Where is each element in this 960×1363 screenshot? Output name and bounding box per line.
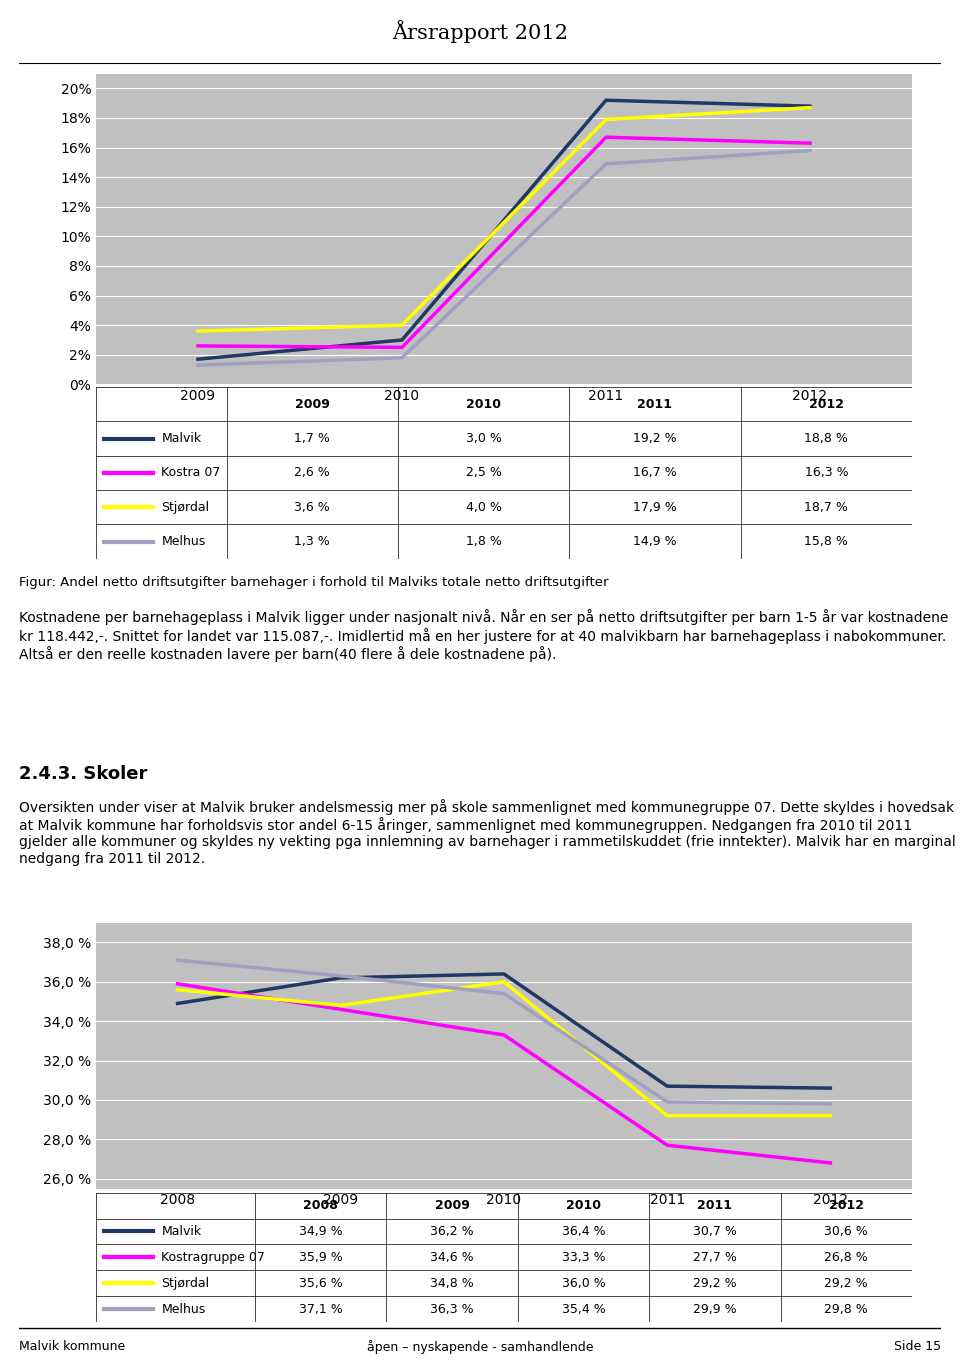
Text: 29,8 %: 29,8 % (825, 1303, 868, 1315)
Text: Melhus: Melhus (161, 1303, 205, 1315)
Text: 2012: 2012 (828, 1199, 864, 1212)
Text: Årsrapport 2012: Årsrapport 2012 (392, 20, 568, 42)
Text: Malvik: Malvik (161, 432, 202, 446)
Text: 33,3 %: 33,3 % (562, 1251, 606, 1264)
Text: 27,7 %: 27,7 % (693, 1251, 737, 1264)
Text: 34,9 %: 34,9 % (299, 1225, 343, 1238)
Text: Kostnadene per barnehageplass i Malvik ligger under nasjonalt nivå. Når en ser p: Kostnadene per barnehageplass i Malvik l… (19, 609, 948, 662)
Text: Stjørdal: Stjørdal (161, 1277, 209, 1289)
Text: 18,7 %: 18,7 % (804, 500, 849, 514)
Text: Malvik kommune: Malvik kommune (19, 1340, 126, 1353)
Text: Figur: Andel netto driftsutgifter barnehager i forhold til Malviks totale netto : Figur: Andel netto driftsutgifter barneh… (19, 575, 609, 589)
Text: 18,8 %: 18,8 % (804, 432, 849, 446)
Text: 19,2 %: 19,2 % (634, 432, 677, 446)
Text: 16,3 %: 16,3 % (804, 466, 848, 480)
Text: 35,6 %: 35,6 % (299, 1277, 343, 1289)
Text: 2012: 2012 (809, 398, 844, 410)
Text: 2010: 2010 (467, 398, 501, 410)
Text: 35,9 %: 35,9 % (299, 1251, 343, 1264)
Text: åpen – nyskapende - samhandlende: åpen – nyskapende - samhandlende (367, 1340, 593, 1353)
Text: 34,8 %: 34,8 % (430, 1277, 474, 1289)
Text: Melhus: Melhus (161, 536, 205, 548)
Text: 1,3 %: 1,3 % (295, 536, 330, 548)
Text: 30,7 %: 30,7 % (693, 1225, 737, 1238)
Text: 17,9 %: 17,9 % (633, 500, 677, 514)
Text: 2009: 2009 (435, 1199, 469, 1212)
Text: 34,6 %: 34,6 % (430, 1251, 474, 1264)
Text: 35,4 %: 35,4 % (562, 1303, 606, 1315)
Text: 36,0 %: 36,0 % (562, 1277, 606, 1289)
Text: 26,8 %: 26,8 % (825, 1251, 868, 1264)
Text: Malvik: Malvik (161, 1225, 202, 1238)
Text: 29,2 %: 29,2 % (693, 1277, 736, 1289)
Text: 3,6 %: 3,6 % (295, 500, 330, 514)
Text: Oversikten under viser at Malvik bruker andelsmessig mer på skole sammenlignet m: Oversikten under viser at Malvik bruker … (19, 799, 956, 866)
Text: Kostragruppe 07: Kostragruppe 07 (161, 1251, 265, 1264)
Text: 2.4.3. Skoler: 2.4.3. Skoler (19, 765, 148, 784)
Text: 2011: 2011 (637, 398, 672, 410)
Text: 30,6 %: 30,6 % (825, 1225, 868, 1238)
Text: 14,9 %: 14,9 % (634, 536, 677, 548)
Text: 36,3 %: 36,3 % (430, 1303, 474, 1315)
Text: 29,2 %: 29,2 % (825, 1277, 868, 1289)
Text: 2011: 2011 (697, 1199, 732, 1212)
Text: 2009: 2009 (295, 398, 329, 410)
Text: 3,0 %: 3,0 % (466, 432, 501, 446)
Text: 1,7 %: 1,7 % (295, 432, 330, 446)
Text: Stjørdal: Stjørdal (161, 500, 209, 514)
Text: 16,7 %: 16,7 % (633, 466, 677, 480)
Text: 29,9 %: 29,9 % (693, 1303, 736, 1315)
Text: 1,8 %: 1,8 % (466, 536, 501, 548)
Text: 2008: 2008 (303, 1199, 338, 1212)
Text: 36,4 %: 36,4 % (562, 1225, 606, 1238)
Text: 4,0 %: 4,0 % (466, 500, 501, 514)
Text: Side 15: Side 15 (894, 1340, 941, 1353)
Text: 2,6 %: 2,6 % (295, 466, 330, 480)
Text: Kostra 07: Kostra 07 (161, 466, 221, 480)
Text: 2010: 2010 (566, 1199, 601, 1212)
Text: 37,1 %: 37,1 % (299, 1303, 343, 1315)
Text: 2,5 %: 2,5 % (466, 466, 501, 480)
Text: 15,8 %: 15,8 % (804, 536, 849, 548)
Text: 36,2 %: 36,2 % (430, 1225, 474, 1238)
